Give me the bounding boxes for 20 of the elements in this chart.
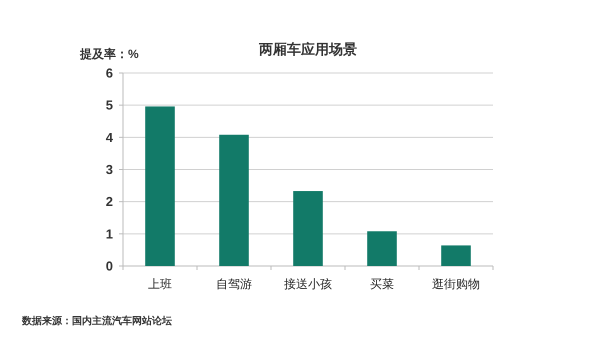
bar <box>441 245 471 266</box>
chart-title: 两厢车应用场景 <box>258 41 357 57</box>
x-tick-label: 上班 <box>148 277 172 291</box>
y-tick-label: 6 <box>106 66 113 81</box>
source-note: 数据来源：国内主流汽车网站论坛 <box>21 315 172 327</box>
y-tick-label: 5 <box>106 98 113 113</box>
y-tick-label: 1 <box>106 226 113 242</box>
x-tick-label: 自驾游 <box>216 277 252 291</box>
x-tick-label: 买菜 <box>370 277 394 291</box>
y-tick-label: 3 <box>106 162 113 178</box>
bar <box>367 231 397 266</box>
x-tick-label: 逛街购物 <box>432 277 480 291</box>
y-axis-title: 提及率：% <box>79 47 139 61</box>
bar <box>145 106 175 266</box>
y-tick-label: 2 <box>106 194 113 210</box>
y-tick-label: 4 <box>106 130 114 145</box>
y-tick-label: 0 <box>106 258 113 274</box>
bar <box>219 134 249 266</box>
x-tick-label: 接送小孩 <box>284 277 332 291</box>
bar <box>293 191 323 266</box>
